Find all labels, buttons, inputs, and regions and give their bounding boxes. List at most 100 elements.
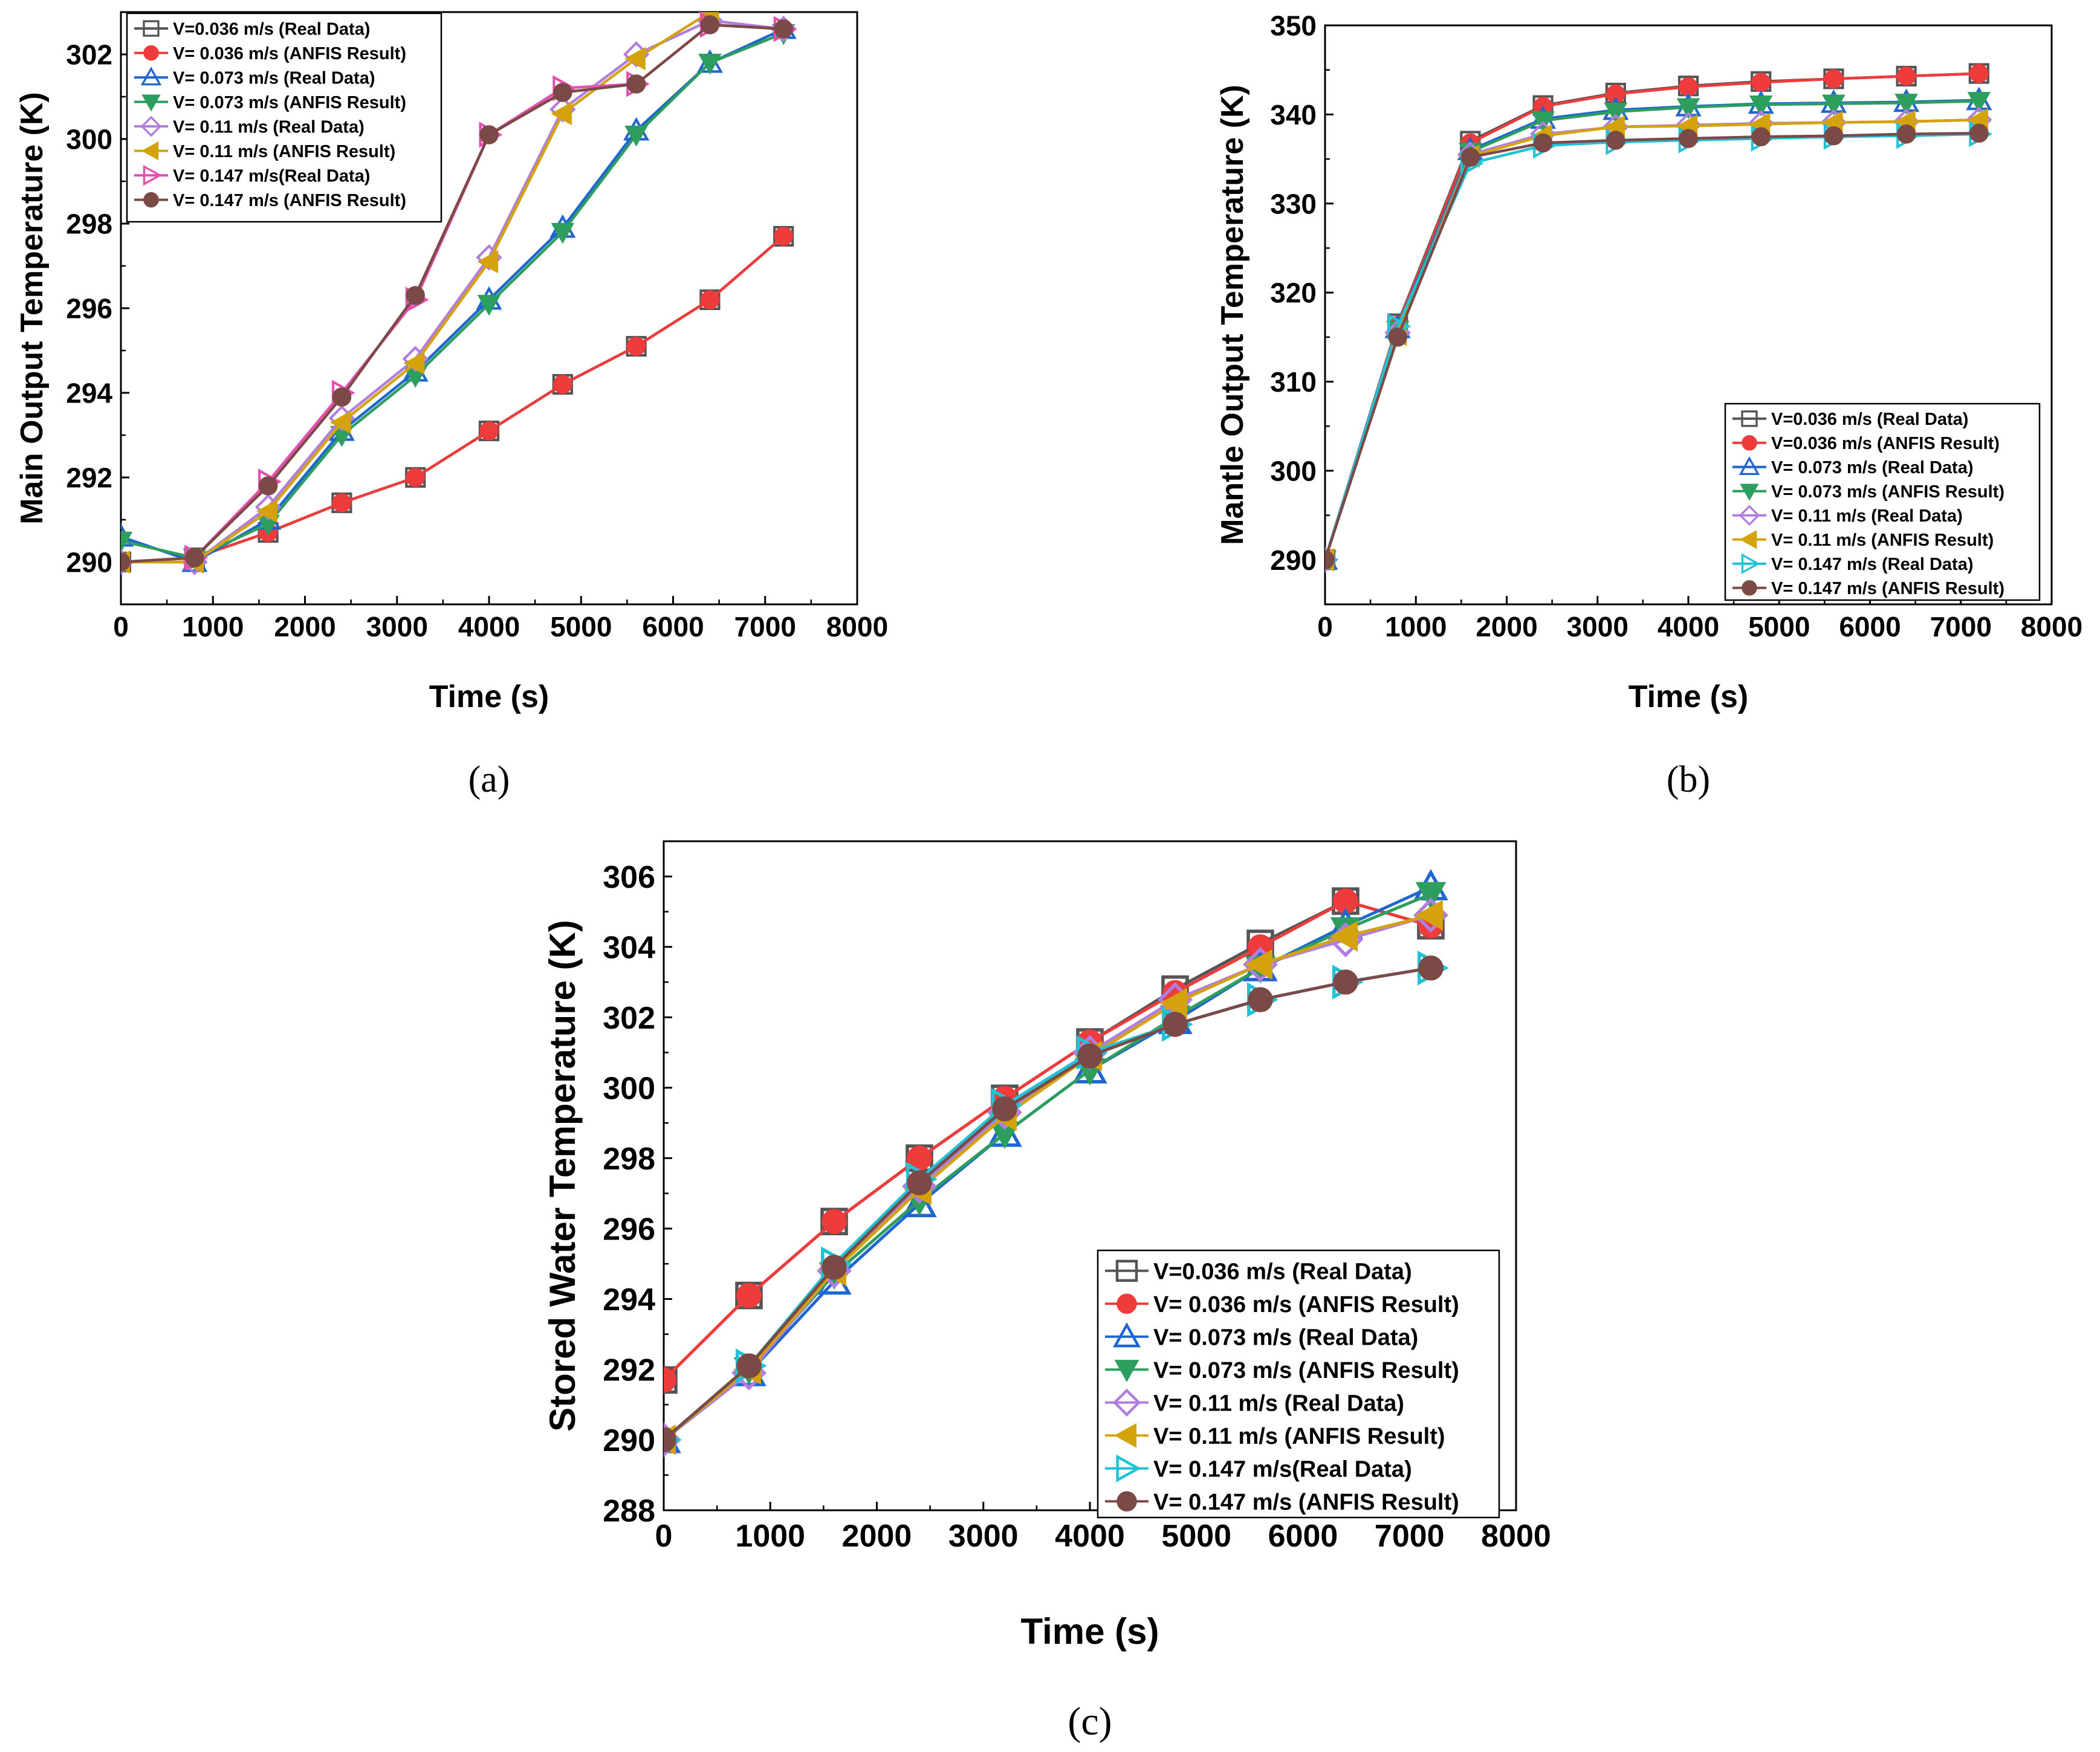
y-tick-label: 290 <box>66 547 112 578</box>
data-point <box>1077 1043 1103 1069</box>
x-tick-label: 4000 <box>458 611 520 642</box>
x-tick-label: 0 <box>655 1519 673 1554</box>
data-point <box>406 286 425 305</box>
y-tick-label: 296 <box>603 1212 655 1247</box>
x-axis-title: Time (s) <box>1628 679 1748 714</box>
x-tick-label: 4000 <box>1055 1519 1125 1554</box>
legend-entry: V= 0.11 m/s (ANFIS Result) <box>1771 531 1994 550</box>
data-point <box>258 476 278 496</box>
y-tick-label: 294 <box>603 1282 655 1317</box>
x-tick-label: 7000 <box>734 611 796 642</box>
panel-label: (a) <box>468 759 510 800</box>
legend-entry: V= 0.036 m/s (ANFIS Result) <box>1153 1292 1459 1317</box>
data-point <box>822 1255 847 1280</box>
legend-entry: V= 0.147 m/s (Real Data) <box>1771 555 1973 574</box>
data-point <box>479 421 499 441</box>
data-point <box>774 19 793 39</box>
data-point <box>664 1427 676 1453</box>
chart-panel-c: 0 1000 2000 3000 4000 5000 6000 7000 8000 288 290 2… <box>542 840 1551 1744</box>
legend-entry: V= 0.073 m/s (ANFIS Result) <box>173 93 406 112</box>
series-line <box>121 31 785 560</box>
x-tick-label: 6000 <box>1268 1519 1338 1554</box>
legend-entry: V= 0.11 m/s (Real Data) <box>173 118 365 137</box>
x-tick-label: 5000 <box>1161 1519 1231 1554</box>
series-line <box>664 966 1431 1441</box>
legend-marker <box>141 141 159 161</box>
data-point <box>1822 94 1846 116</box>
series-group <box>664 868 1449 1458</box>
y-tick-label: 320 <box>1270 277 1317 309</box>
data-point <box>1894 94 1918 115</box>
y-tick-label: 290 <box>603 1423 655 1458</box>
legend-entry: V= 0.147 m/s (ANFIS Result) <box>1153 1490 1459 1515</box>
legend-entry: V= 0.147 m/s (ANFIS Result) <box>1771 579 2004 598</box>
data-point <box>1418 955 1444 981</box>
x-tick-label: 0 <box>1317 611 1333 642</box>
legend-entry: V=0.036 m/s (Real Data) <box>1153 1259 1412 1284</box>
legend-box <box>1724 402 2041 601</box>
x-tick-label: 3000 <box>366 611 428 642</box>
series-line <box>1325 72 1979 560</box>
legend-entry: V= 0.073 m/s (ANFIS Result) <box>1153 1358 1459 1383</box>
data-point <box>1896 66 1916 86</box>
data-point <box>1333 969 1358 995</box>
data-point <box>1330 921 1358 952</box>
series-line <box>664 913 1431 1441</box>
data-point <box>700 290 720 309</box>
chart-panel-a: 0 1000 2000 3000 4000 5000 6000 7000 8000 290 292 2… <box>15 11 888 800</box>
x-tick-label: 3000 <box>1567 611 1628 642</box>
y-axis-title: Main Output Temperature (K) <box>15 92 50 524</box>
legend-entry: V= 0.11 m/s (ANFIS Result) <box>1153 1424 1445 1449</box>
legend-marker <box>1112 1322 1141 1348</box>
legend-marker <box>1114 1360 1139 1383</box>
data-point <box>403 351 425 375</box>
x-tick-label: 2000 <box>274 611 335 642</box>
data-point <box>1460 147 1480 167</box>
data-point <box>992 1096 1017 1122</box>
x-tick-label: 1000 <box>735 1519 805 1554</box>
data-point <box>1245 949 1272 980</box>
y-tick-label: 288 <box>603 1494 655 1529</box>
legend-marker <box>1741 553 1760 575</box>
legend-entry: V= 0.073 m/s (ANFIS Result) <box>1771 482 2004 502</box>
x-tick-label: 2000 <box>1476 611 1537 642</box>
x-tick-label: 7000 <box>1930 611 1992 642</box>
legend-marker <box>1742 435 1757 451</box>
series-line <box>664 899 1431 1382</box>
data-point <box>1967 92 1991 113</box>
legend-entry: V=0.036 m/s (Real Data) <box>173 20 370 39</box>
x-axis-title: Time (s) <box>1021 1611 1159 1652</box>
y-tick-label: 300 <box>603 1072 655 1107</box>
data-point <box>551 102 572 126</box>
series-line <box>121 23 784 564</box>
data-point <box>1969 123 1989 143</box>
series-line <box>121 19 784 564</box>
y-tick-label: 292 <box>66 462 112 494</box>
legend-entry: V= 0.073 m/s (Real Data) <box>173 69 375 88</box>
x-tick-label: 7000 <box>1375 1519 1445 1554</box>
data-point <box>1325 550 1335 570</box>
y-tick-label: 306 <box>603 860 655 895</box>
legend-marker <box>1739 505 1760 526</box>
series-group <box>121 12 797 575</box>
data-point <box>1415 882 1447 910</box>
data-point <box>1533 133 1553 153</box>
data-point <box>185 548 204 567</box>
legend-marker <box>141 94 161 112</box>
data-point <box>1248 987 1273 1012</box>
legend-marker <box>1742 580 1757 596</box>
data-point <box>1751 127 1771 146</box>
y-tick-label: 300 <box>66 124 112 155</box>
data-point <box>551 222 575 244</box>
data-point <box>624 47 646 71</box>
data-point <box>332 493 352 512</box>
data-point <box>1676 98 1700 120</box>
data-point <box>736 1282 762 1308</box>
legend-entry: V=0.036 m/s (Real Data) <box>1771 410 1968 429</box>
series-line <box>121 235 785 564</box>
data-point <box>736 1353 762 1379</box>
x-tick-label: 5000 <box>1748 611 1810 642</box>
legend-entry: V= 0.147 m/s (ANFIS Result) <box>173 191 406 210</box>
legend-marker <box>1741 410 1758 427</box>
data-point <box>1824 126 1844 146</box>
